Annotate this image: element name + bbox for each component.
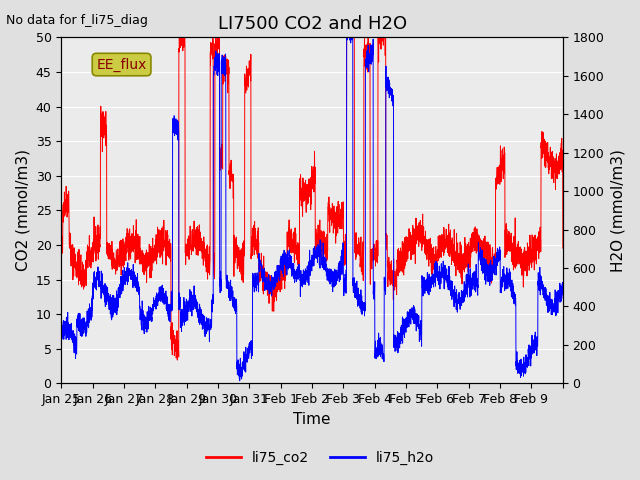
X-axis label: Time: Time [293,412,331,427]
Legend: li75_co2, li75_h2o: li75_co2, li75_h2o [200,445,440,471]
Y-axis label: H2O (mmol/m3): H2O (mmol/m3) [610,149,625,272]
Text: No data for f_li75_diag: No data for f_li75_diag [6,14,148,27]
Title: LI7500 CO2 and H2O: LI7500 CO2 and H2O [218,15,406,33]
Y-axis label: CO2 (mmol/m3): CO2 (mmol/m3) [15,149,30,271]
Text: EE_flux: EE_flux [97,58,147,72]
